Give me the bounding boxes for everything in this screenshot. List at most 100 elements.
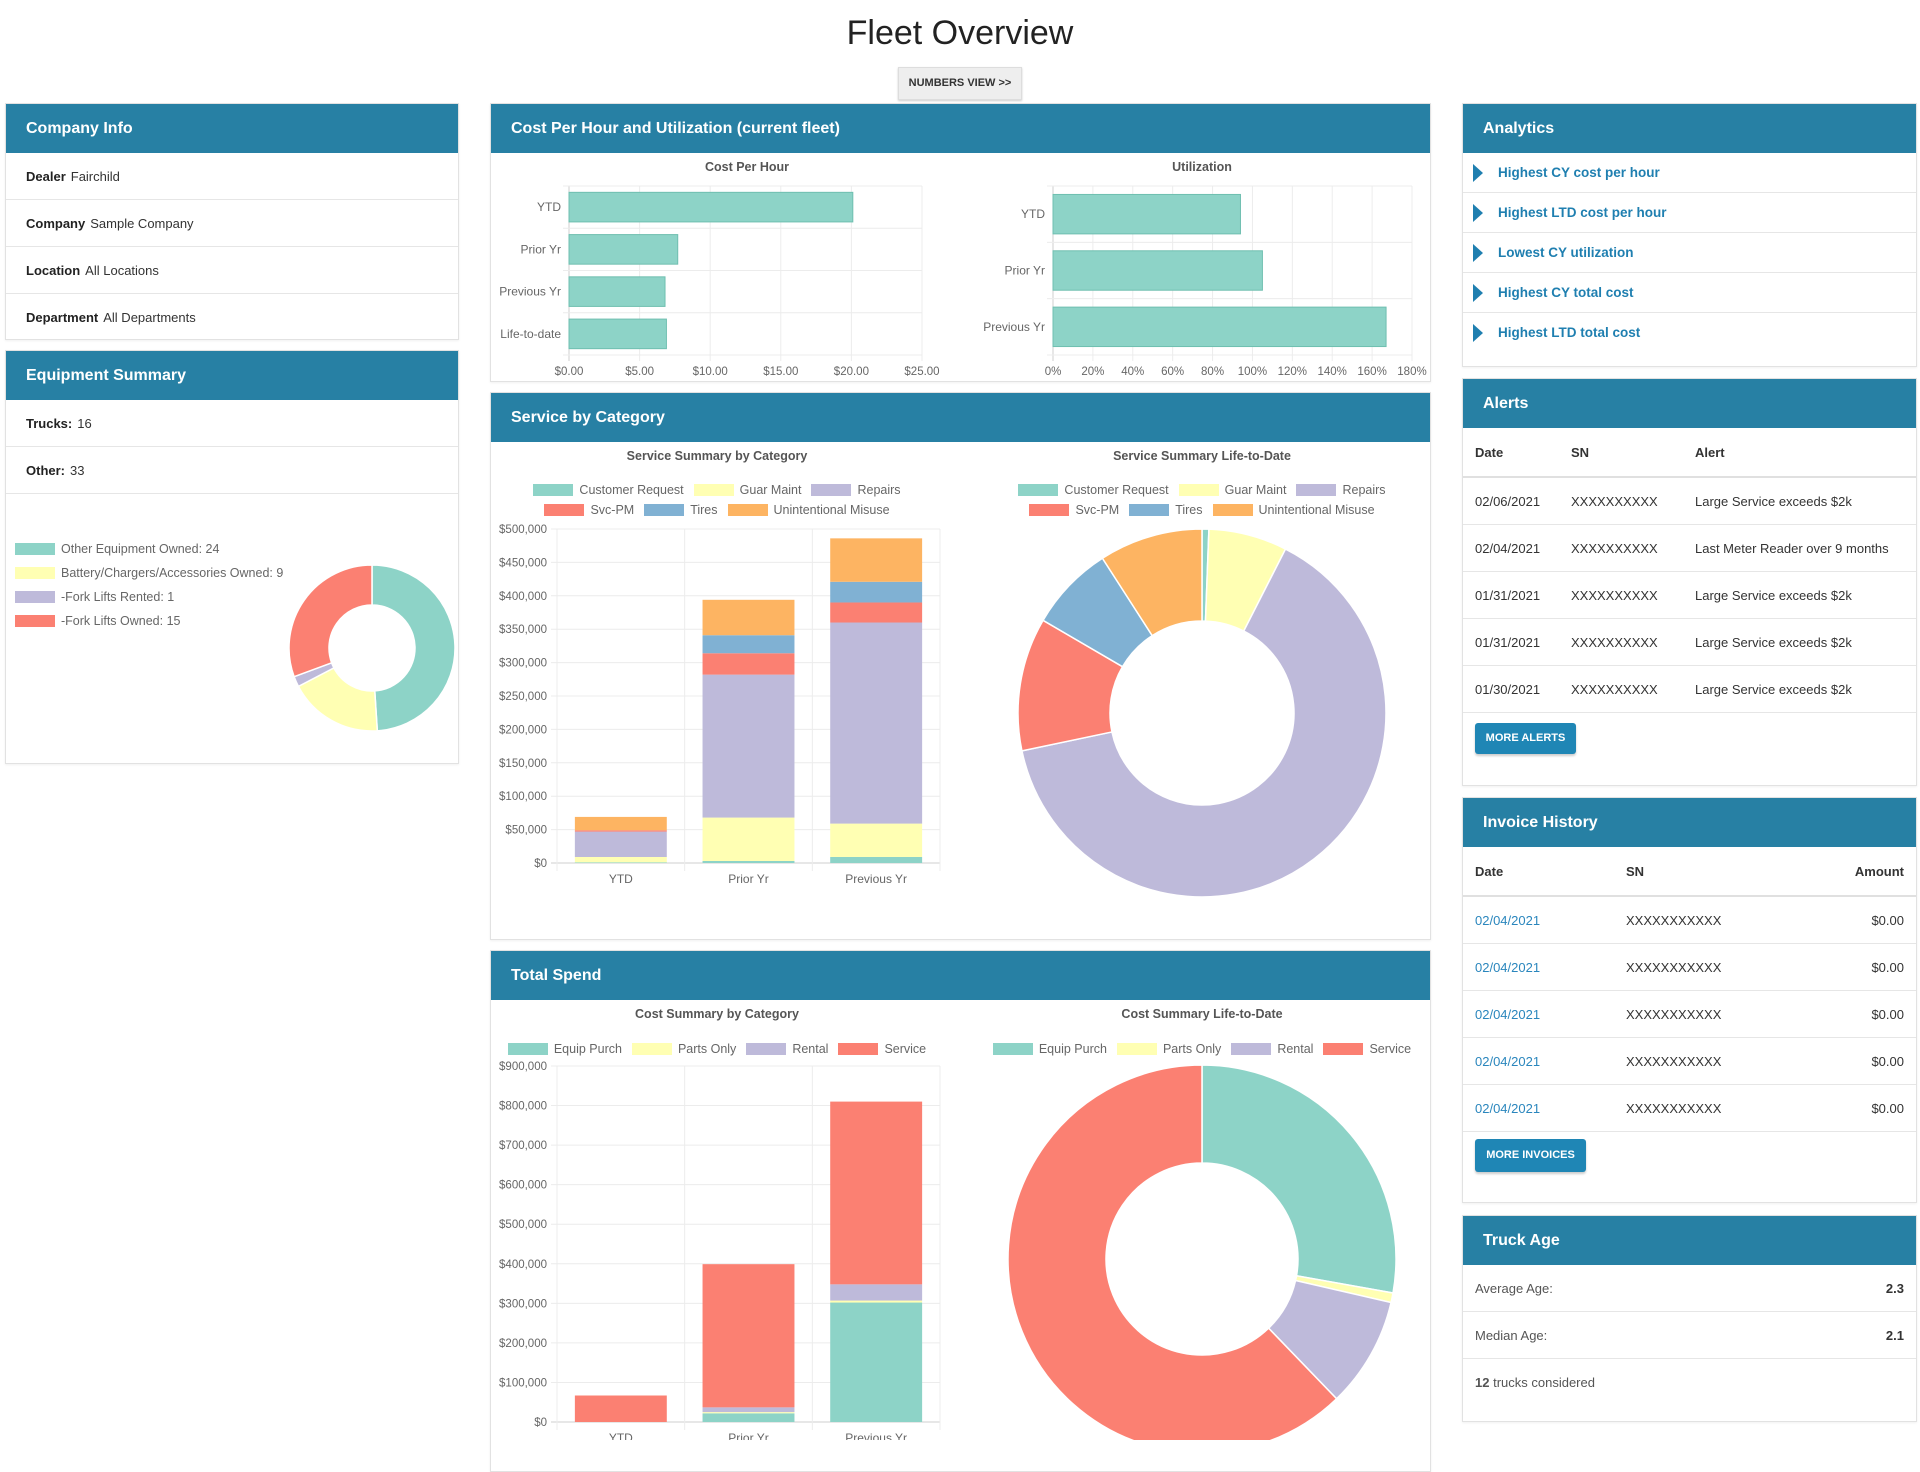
legend-item[interactable]: Service — [1323, 1042, 1411, 1056]
value: Sample Company — [90, 215, 194, 231]
legend-item[interactable]: Unintentional Misuse — [727, 503, 890, 517]
link-label: Highest LTD cost per hour — [1498, 205, 1667, 220]
triangle-right-icon — [1473, 203, 1483, 222]
legend-item[interactable]: Guar Maint — [1178, 483, 1286, 497]
label: Trucks: — [26, 415, 73, 431]
cell: 01/31/2021 — [1475, 587, 1541, 603]
cell: XXXXXXXXXX — [1571, 634, 1658, 650]
legend-label: Rental — [792, 1042, 829, 1056]
more-invoices-button[interactable]: MORE INVOICES — [1475, 1139, 1586, 1172]
legend-item[interactable]: Rental — [1231, 1042, 1313, 1056]
legend-item[interactable]: Customer Request — [1018, 483, 1169, 497]
table-row: 02/04/2021 XXXXXXXXXXX $0.00 — [1463, 1038, 1916, 1085]
legend-item[interactable]: Other Equipment Owned: 24 — [15, 542, 283, 556]
legend-swatch — [1116, 1043, 1157, 1055]
legend-swatch — [533, 484, 574, 496]
chart-title: Service Summary Life-to-Date — [1113, 449, 1291, 463]
legend-item[interactable]: Parts Only — [631, 1042, 736, 1056]
cell: XXXXXXXXXXX — [1626, 1100, 1722, 1116]
average-age-row: Average Age: 2.3 — [1463, 1265, 1916, 1312]
legend-swatch — [1178, 484, 1219, 496]
cell: $0.00 — [1871, 912, 1904, 928]
analytics-link[interactable]: Highest LTD total cost — [1463, 313, 1916, 352]
analytics-link[interactable]: Lowest CY utilization — [1463, 233, 1916, 273]
more-alerts-button[interactable]: MORE ALERTS — [1475, 723, 1576, 754]
panel-header: Company Info — [6, 104, 458, 153]
cell[interactable]: 02/04/2021 — [1475, 959, 1541, 975]
cell: XXXXXXXXXXX — [1626, 1053, 1722, 1069]
cell: Last Meter Reader over 9 months — [1695, 540, 1889, 556]
cell: XXXXXXXXXXX — [1626, 912, 1722, 928]
legend-label: Svc-PM — [1075, 503, 1120, 517]
service-donut-legend: Customer Request Guar Maint Repairs Svc-PM T… — [1002, 483, 1402, 517]
cost-utilization-panel: Cost Per Hour and Utilization (current f… — [490, 103, 1431, 382]
legend-item[interactable]: Repairs — [1296, 483, 1386, 497]
legend-label: Customer Request — [579, 483, 684, 497]
column-header: Amount — [1854, 863, 1904, 879]
legend-item[interactable]: Service — [838, 1042, 926, 1056]
legend-item[interactable]: Svc-PM — [1029, 503, 1119, 517]
column-header: Alert — [1695, 444, 1725, 460]
cell[interactable]: 02/04/2021 — [1475, 1053, 1541, 1069]
legend-item[interactable]: Repairs — [811, 483, 901, 497]
analytics-panel: Analytics Highest CY cost per hour Highe… — [1462, 103, 1917, 367]
legend-item[interactable]: Equip Purch — [992, 1042, 1107, 1056]
total-spend-panel: Total Spend — [490, 950, 1431, 1472]
legend-item[interactable]: Tires — [644, 503, 718, 517]
label: Location — [26, 262, 81, 278]
value: 2.1 — [1885, 1327, 1904, 1343]
legend-item[interactable]: -Fork Lifts Rented: 1 — [15, 590, 283, 604]
cell[interactable]: 02/04/2021 — [1475, 1006, 1541, 1022]
analytics-link[interactable]: Highest CY total cost — [1463, 273, 1916, 313]
table-header: Date SN Amount — [1463, 847, 1916, 897]
label: Company — [26, 215, 86, 231]
cell: Large Service exceeds $2k — [1695, 634, 1852, 650]
column-header: SN — [1626, 863, 1645, 879]
cell[interactable]: 02/04/2021 — [1475, 912, 1541, 928]
legend-item[interactable]: Rental — [746, 1042, 828, 1056]
analytics-link[interactable]: Highest LTD cost per hour — [1463, 193, 1916, 233]
cell[interactable]: 02/04/2021 — [1475, 1100, 1541, 1116]
cell: $0.00 — [1871, 1053, 1904, 1069]
legend-swatch — [15, 591, 55, 603]
legend-swatch — [811, 484, 852, 496]
legend-item[interactable]: Unintentional Misuse — [1212, 503, 1375, 517]
numbers-view-button[interactable]: NUMBERS VIEW >> — [898, 67, 1022, 100]
label: Median Age: — [1475, 1327, 1548, 1343]
legend-swatch — [1212, 504, 1253, 516]
legend-swatch — [507, 1043, 548, 1055]
legend-label: Unintentional Misuse — [1258, 503, 1375, 517]
analytics-link[interactable]: Highest CY cost per hour — [1463, 153, 1916, 193]
label: Department — [26, 309, 99, 325]
legend-item[interactable]: Equip Purch — [507, 1042, 622, 1056]
equipment-summary-panel: Equipment Summary Trucks: 16 Other: 33 — [5, 350, 459, 764]
legend-swatch — [992, 1043, 1033, 1055]
legend-label: Service — [1369, 1042, 1412, 1056]
info-row-location: Location All Locations — [6, 247, 458, 294]
legend-item[interactable]: Tires — [1129, 503, 1203, 517]
cell: Large Service exceeds $2k — [1695, 587, 1852, 603]
legend-item[interactable]: Battery/Chargers/Accessories Owned: 9 — [15, 566, 283, 580]
table-row: 01/31/2021 XXXXXXXXXX Large Service exceed… — [1463, 572, 1916, 619]
legend-swatch — [838, 1043, 879, 1055]
legend-label: Equip Purch — [553, 1042, 622, 1056]
cell: XXXXXXXXXX — [1571, 540, 1658, 556]
cell: Large Service exceeds $2k — [1695, 493, 1852, 509]
legend-swatch — [544, 504, 585, 516]
legend-item[interactable]: Svc-PM — [544, 503, 634, 517]
table-row: 02/04/2021 XXXXXXXXXX Last Meter Reader ov… — [1463, 525, 1916, 572]
chart-title: Cost Summary by Category — [635, 1007, 799, 1021]
value: Fairchild — [70, 168, 120, 184]
chart-title: Utilization — [1172, 160, 1232, 174]
alerts-table: Date SN Alert 02/06/2021 XXXXXXXXXX Large Ser… — [1463, 428, 1916, 713]
legend-item[interactable]: -Fork Lifts Owned: 15 — [15, 614, 283, 628]
triangle-right-icon — [1473, 323, 1483, 342]
chart-title: Service Summary by Category — [626, 449, 808, 463]
alerts-panel: Alerts Date SN Alert 02/06/2021 XXXXXXXXXX La… — [1462, 378, 1917, 786]
legend-item[interactable]: Customer Request — [533, 483, 684, 497]
trucks-considered-row: 12 trucks considered — [1463, 1359, 1916, 1405]
legend-label: Other Equipment Owned: 24 — [61, 542, 220, 556]
legend-item[interactable]: Guar Maint — [693, 483, 801, 497]
legend-item[interactable]: Parts Only — [1116, 1042, 1221, 1056]
legend-label: Battery/Chargers/Accessories Owned: 9 — [61, 566, 284, 580]
